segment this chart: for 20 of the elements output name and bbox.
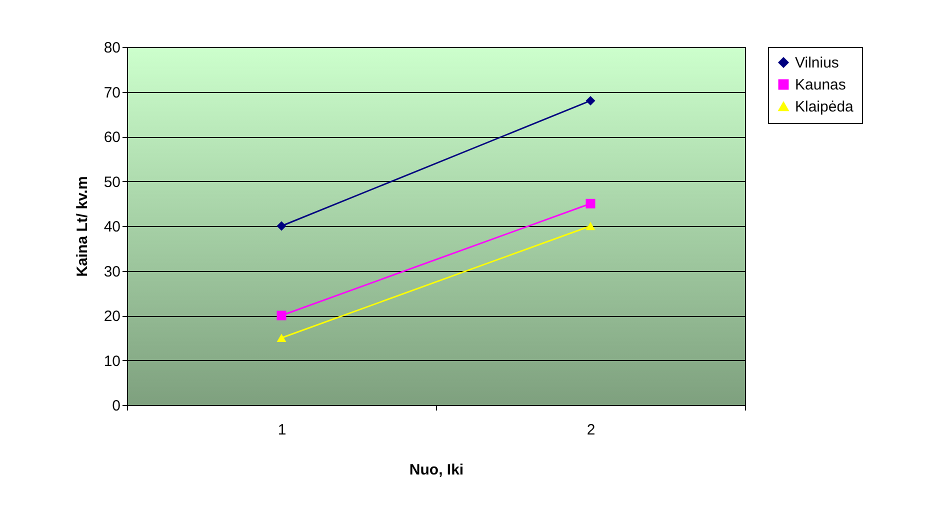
y-tick-label: 0: [112, 398, 120, 414]
y-tick-label: 30: [104, 263, 120, 280]
x-tick-label: 1: [278, 422, 286, 438]
point: [586, 96, 596, 106]
y-tick-label: 20: [104, 308, 120, 325]
point: [586, 198, 596, 208]
y-axis-title: Kaina Lt/ kv.m: [74, 176, 91, 277]
y-tick-label: 10: [104, 352, 120, 370]
point: [276, 310, 286, 320]
x-tick-label: 2: [586, 422, 596, 438]
x-axis-title: Nuo, Iki: [409, 462, 464, 478]
legend-label: Vilnius: [795, 54, 839, 72]
y-tick-label: 40: [104, 218, 120, 236]
y-tick-label: 70: [104, 84, 120, 102]
y-tick-label: 50: [104, 174, 120, 191]
y-tick-label: 80: [104, 40, 120, 56]
legend-label: Kaunas: [795, 76, 846, 94]
point: [276, 221, 286, 231]
legend-label: Klaipėda: [795, 98, 854, 116]
y-tick-label: 60: [104, 129, 120, 146]
